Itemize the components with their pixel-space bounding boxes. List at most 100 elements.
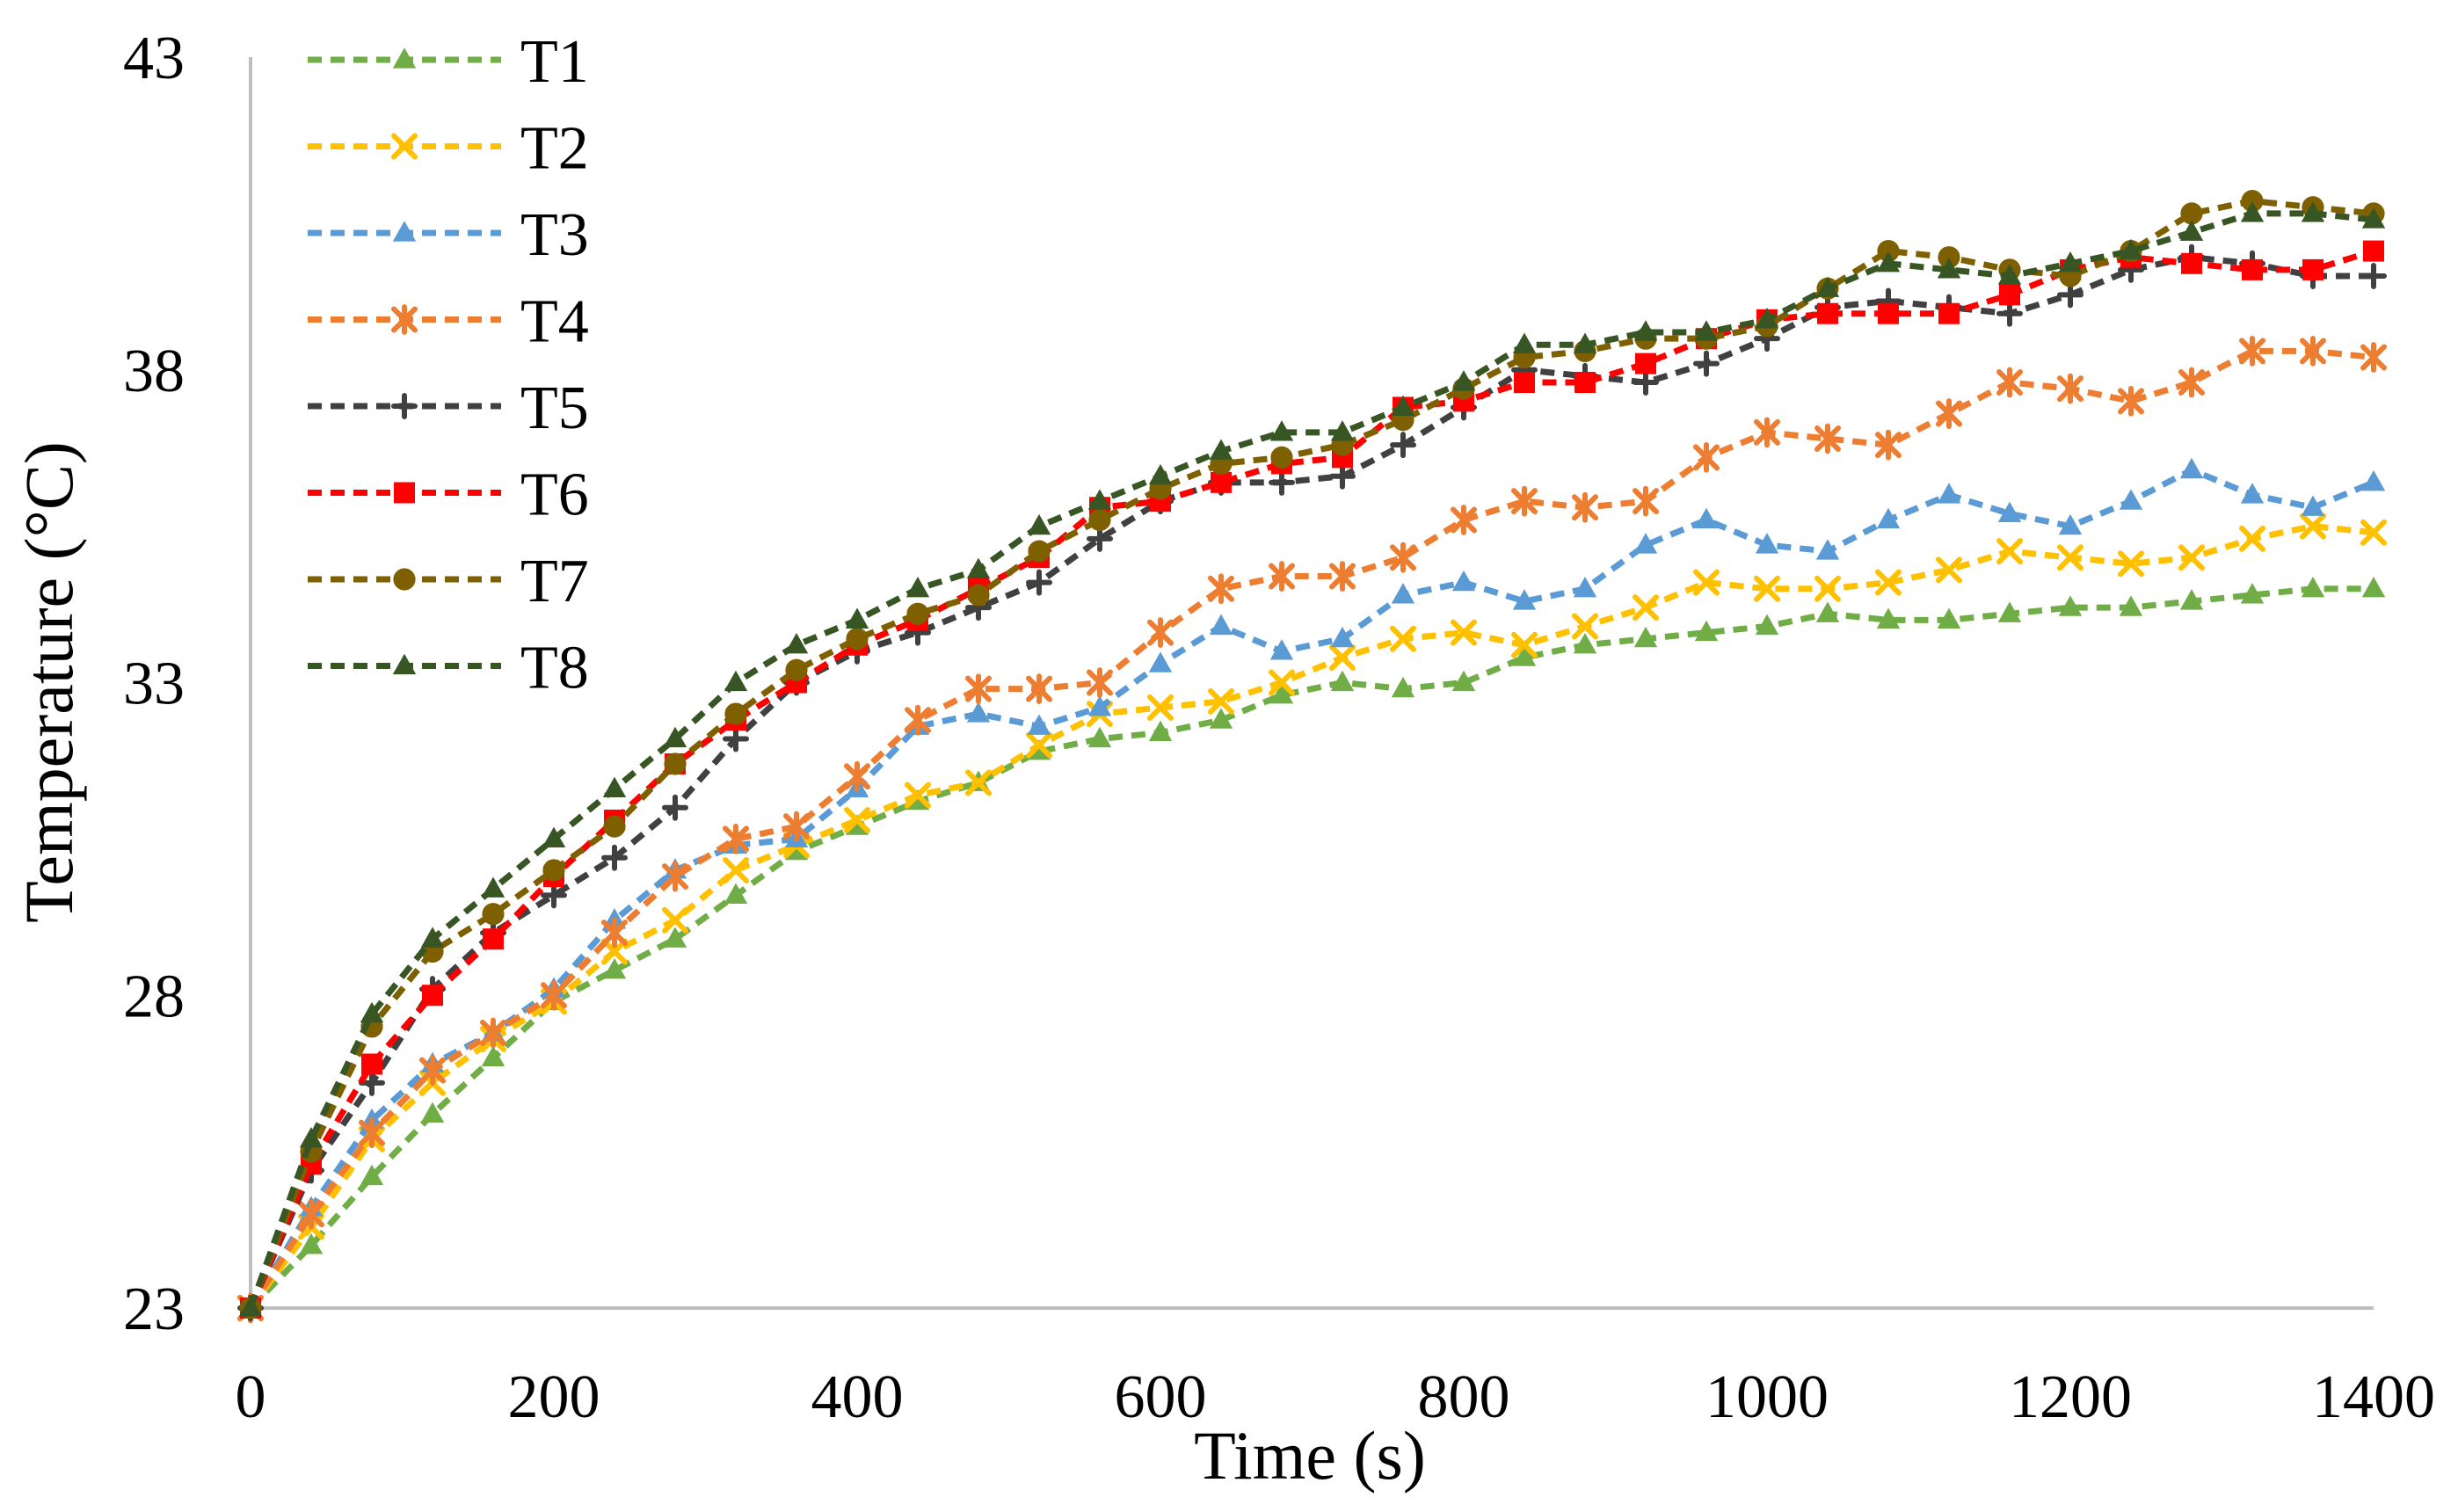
data-point xyxy=(1997,264,2022,285)
data-point xyxy=(1755,308,1779,329)
data-point xyxy=(1572,613,1598,640)
data-point xyxy=(1573,576,1597,598)
data-point xyxy=(2241,190,2264,213)
data-point xyxy=(482,903,505,926)
legend-marker xyxy=(394,482,415,504)
data-point xyxy=(1330,420,1355,441)
data-point xyxy=(2239,525,2265,552)
data-point xyxy=(2057,281,2083,309)
data-point xyxy=(1877,239,1900,263)
data-point xyxy=(1755,614,1779,636)
legend-label: T1 xyxy=(520,28,589,96)
data-point xyxy=(483,928,504,950)
data-point xyxy=(2360,342,2387,373)
x-tick-label: 1200 xyxy=(2009,1363,2132,1431)
data-point xyxy=(1512,645,1537,666)
data-point xyxy=(1087,726,1112,748)
data-point xyxy=(1269,669,1295,696)
data-point xyxy=(1633,594,1659,622)
data-point xyxy=(360,1164,384,1186)
data-point xyxy=(601,844,628,871)
series-line-t5 xyxy=(247,254,2374,1310)
data-point xyxy=(1208,573,1234,605)
data-point xyxy=(2179,589,2204,610)
legend-item-t7: T7 xyxy=(308,548,589,615)
data-point xyxy=(298,1198,324,1230)
data-point xyxy=(1087,695,1112,716)
data-point xyxy=(663,927,687,948)
legend-item-t8: T8 xyxy=(308,635,589,702)
data-point xyxy=(2361,576,2386,598)
data-point xyxy=(1936,398,1962,429)
data-point xyxy=(299,1127,324,1148)
data-point xyxy=(1026,731,1052,759)
data-point xyxy=(1329,561,1356,592)
data-point xyxy=(481,1045,505,1066)
data-point xyxy=(1330,626,1355,648)
data-point xyxy=(1269,469,1295,496)
legend-item-t2: T2 xyxy=(308,115,589,183)
y-tick-label: 28 xyxy=(123,963,185,1030)
data-point xyxy=(724,670,748,692)
data-point xyxy=(844,807,870,834)
data-point xyxy=(905,781,931,809)
data-point xyxy=(361,1053,382,1075)
data-point xyxy=(1875,569,1902,596)
y-tick-label: 38 xyxy=(123,338,185,405)
legend-label: T5 xyxy=(520,374,589,442)
legend-item-t4: T4 xyxy=(308,288,589,356)
data-point xyxy=(662,861,688,892)
data-point xyxy=(602,776,627,798)
legend: T1 T2 T3 T4 T5 T6 T7 T8 xyxy=(308,28,589,702)
data-point xyxy=(2360,519,2387,546)
data-point xyxy=(1451,505,1477,535)
data-point xyxy=(1451,619,1477,646)
data-point xyxy=(1572,491,1598,523)
y-tick-label: 43 xyxy=(123,25,185,92)
data-point xyxy=(1937,483,1961,504)
data-point xyxy=(1999,284,2020,306)
data-point xyxy=(662,906,688,934)
data-point xyxy=(846,628,869,651)
legend-marker xyxy=(391,304,418,335)
data-point xyxy=(966,557,991,579)
data-point xyxy=(2119,595,2143,616)
data-point xyxy=(2239,336,2265,367)
data-point xyxy=(1755,533,1779,554)
data-point xyxy=(1633,533,1658,554)
data-point xyxy=(2300,336,2326,367)
data-point xyxy=(663,726,687,748)
data-point xyxy=(966,701,991,723)
data-point xyxy=(845,814,869,835)
data-point xyxy=(602,957,627,979)
data-point xyxy=(1451,570,1476,592)
data-point xyxy=(905,576,930,598)
data-point xyxy=(845,607,869,629)
data-point xyxy=(1936,556,1962,584)
data-point xyxy=(664,752,687,775)
data-point xyxy=(1815,539,1840,560)
y-tick-labels: 23 28 33 38 43 xyxy=(123,25,185,1343)
data-point xyxy=(662,794,688,821)
data-point xyxy=(2058,513,2083,535)
data-point xyxy=(1693,350,1720,377)
data-point xyxy=(1997,601,2022,622)
data-point xyxy=(542,826,566,847)
data-point xyxy=(2178,544,2205,571)
data-point xyxy=(542,859,565,882)
data-point xyxy=(481,876,505,898)
data-point xyxy=(1815,601,1840,622)
data-point xyxy=(785,658,808,681)
data-point xyxy=(480,1017,506,1049)
data-point xyxy=(1209,708,1233,729)
data-point xyxy=(2179,457,2204,479)
legend-marker xyxy=(392,47,417,69)
data-point xyxy=(1814,423,1841,454)
legend-marker xyxy=(392,653,417,675)
data-point xyxy=(1208,687,1234,715)
data-point xyxy=(601,938,628,965)
data-point xyxy=(360,1001,384,1023)
legend-marker xyxy=(391,133,418,160)
data-point xyxy=(1997,501,2022,522)
data-point xyxy=(1512,589,1537,610)
